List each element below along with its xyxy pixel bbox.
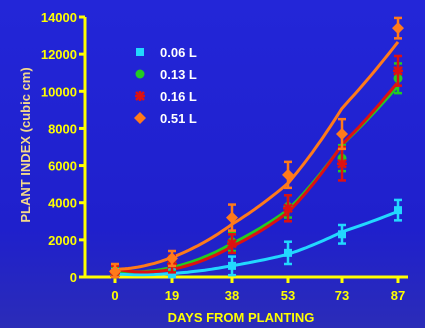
fit-curve-0.06-L — [114, 209, 399, 277]
x-tick-label: 19 — [165, 288, 179, 303]
data-point — [227, 238, 237, 249]
data-point — [284, 248, 292, 257]
y-tick-label: 10000 — [41, 84, 77, 99]
y-tick-label: 4000 — [48, 196, 77, 211]
data-point — [336, 128, 348, 140]
data-point — [392, 22, 404, 35]
data-point — [109, 265, 121, 278]
x-axis-title: DAYS FROM PLANTING — [168, 310, 315, 325]
data-point — [228, 261, 236, 270]
legend-label: 0.13 L — [160, 67, 197, 82]
x-tick-label: 73 — [335, 288, 349, 303]
fit-curve-0.13-L — [114, 84, 400, 274]
legend-label: 0.51 L — [160, 111, 197, 126]
y-tick-label: 14000 — [41, 10, 77, 25]
data-point — [283, 203, 293, 214]
y-tick-label: 12000 — [41, 47, 77, 62]
y-tick-label: 2000 — [48, 233, 77, 248]
x-axis-ticks: 0 19 38 53 73 87 — [111, 277, 405, 303]
data-point — [337, 158, 347, 169]
x-tick-label: 0 — [111, 288, 118, 303]
legend-marker — [135, 69, 145, 79]
data-point — [226, 211, 238, 224]
x-tick-label: 53 — [281, 288, 295, 303]
y-tick-label: 0 — [70, 270, 77, 285]
axes — [83, 17, 408, 279]
legend-marker — [135, 91, 145, 101]
fit-curve-0.16-L — [114, 81, 400, 274]
legend-label: 0.06 L — [160, 45, 197, 60]
y-tick-label: 8000 — [48, 121, 77, 136]
legend-label: 0.16 L — [160, 89, 197, 104]
legend: 0.06 L 0.13 L 0.16 L 0.51 L — [134, 45, 197, 126]
legend-marker — [134, 112, 146, 124]
fit-curves — [114, 40, 400, 277]
data-point — [394, 206, 402, 215]
data-point — [282, 168, 294, 181]
y-axis-title: PLANT INDEX (cubic cm) — [18, 67, 33, 222]
fit-curve-0.51-L — [114, 40, 400, 271]
y-tick-label: 6000 — [48, 159, 77, 174]
legend-marker — [136, 48, 144, 56]
y-axis-ticks: 0 2000 4000 6000 8000 10000 12000 14000 — [41, 10, 85, 285]
data-point — [166, 252, 178, 265]
x-tick-label: 38 — [225, 288, 239, 303]
x-tick-label: 87 — [391, 288, 405, 303]
data-point — [393, 65, 403, 76]
data-points — [109, 16, 404, 279]
data-point — [338, 230, 346, 239]
